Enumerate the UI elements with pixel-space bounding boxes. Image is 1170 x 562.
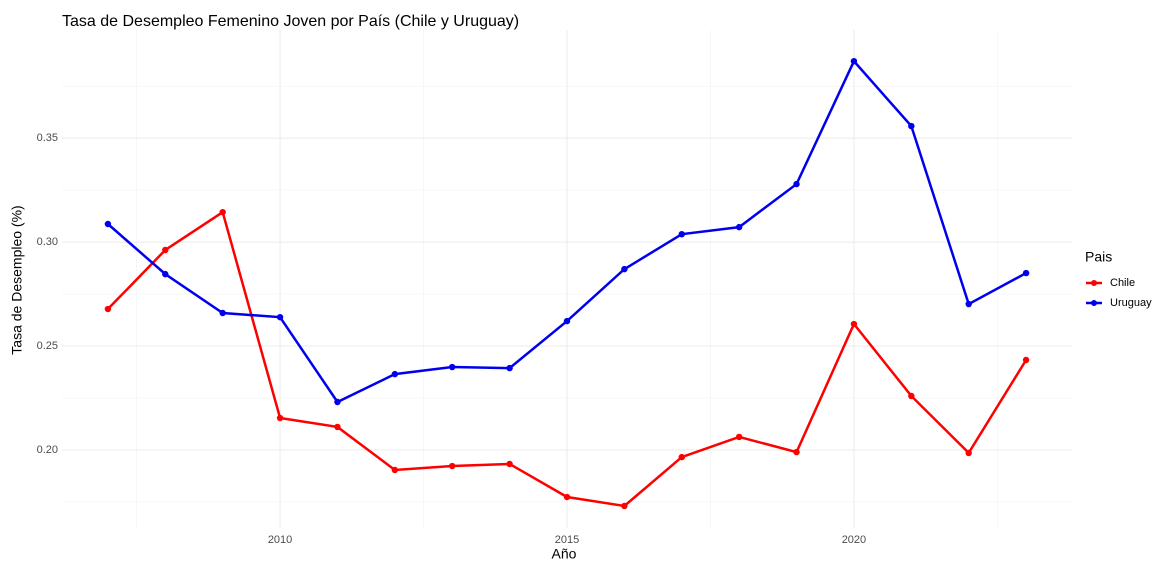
legend-label: Uruguay (1110, 297, 1152, 309)
data-point (104, 220, 112, 228)
x-tick-label: 2010 (268, 534, 292, 546)
data-point (334, 423, 341, 431)
chart-title: Tasa de Desempleo Femenino Joven por Paí… (62, 13, 519, 30)
legend-label: Chile (1110, 277, 1135, 289)
data-point (678, 453, 685, 461)
data-point (449, 462, 456, 470)
legend-swatch-point (1091, 280, 1097, 286)
y-axis-label: Tasa de Desempleo (%) (9, 205, 25, 354)
data-point (449, 363, 456, 371)
x-tick-label: 2015 (555, 534, 579, 546)
y-tick-label: 0.35 (37, 132, 58, 144)
data-point (162, 246, 169, 254)
data-point (965, 300, 972, 308)
x-axis-label: Año (552, 546, 577, 562)
data-point (678, 230, 685, 238)
data-point (965, 449, 972, 457)
data-point (1022, 356, 1030, 364)
data-point (735, 223, 743, 231)
data-point (621, 502, 628, 510)
data-point (506, 364, 513, 372)
data-point (506, 460, 513, 468)
data-point (391, 466, 399, 474)
data-point (621, 265, 628, 273)
legend-title: Pais (1085, 249, 1112, 265)
y-tick-label: 0.20 (37, 444, 58, 456)
x-tick-label: 2020 (842, 534, 866, 546)
data-point (735, 433, 743, 441)
legend-swatch-point (1091, 300, 1097, 306)
data-point (104, 305, 112, 313)
data-point (276, 313, 284, 321)
y-tick-label: 0.25 (37, 340, 58, 352)
data-point (908, 122, 915, 130)
data-point (219, 208, 226, 216)
y-tick-label: 0.30 (37, 236, 58, 248)
data-point (391, 370, 399, 378)
data-point (162, 270, 169, 278)
data-point (793, 448, 800, 456)
data-point (793, 180, 800, 188)
data-point (276, 414, 284, 422)
data-point (334, 398, 341, 406)
data-point (563, 493, 571, 501)
data-point (850, 57, 858, 65)
data-point (219, 309, 226, 317)
data-point (1022, 269, 1030, 277)
data-point (908, 392, 915, 400)
data-point (850, 320, 858, 328)
data-point (563, 317, 571, 325)
